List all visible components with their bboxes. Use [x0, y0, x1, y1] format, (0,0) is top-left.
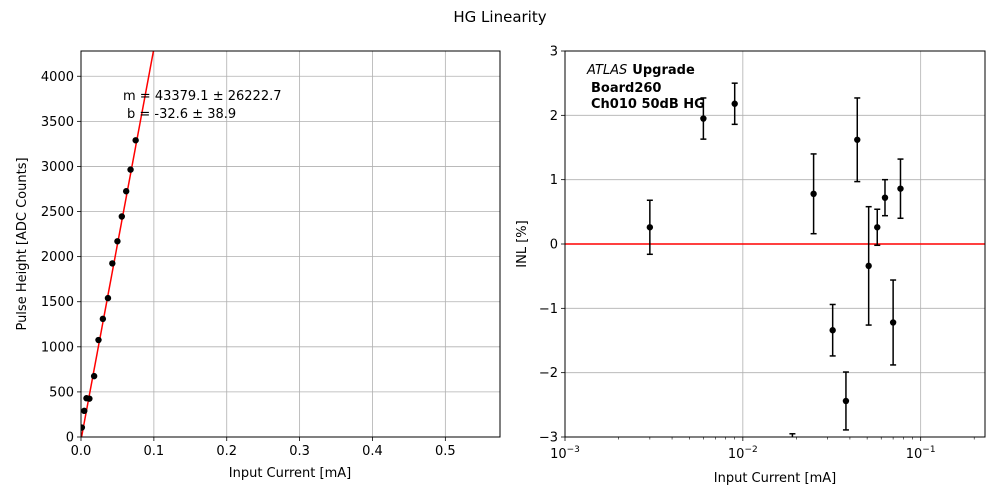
data-point	[109, 260, 116, 267]
left-grid	[80, 51, 500, 438]
inl-point	[829, 303, 836, 357]
tick-base: 10	[550, 447, 567, 462]
inl-point	[731, 82, 738, 126]
inl-point	[889, 279, 897, 366]
fit-line	[81, 51, 155, 437]
data-point	[86, 395, 93, 402]
left-y-tick-label: 3500	[41, 115, 74, 130]
data-point	[132, 137, 139, 144]
inl-point	[897, 158, 904, 220]
inl-point	[789, 433, 796, 437]
right-y-axis-label: INL [%]	[515, 220, 530, 267]
data-point	[118, 213, 126, 220]
data-point	[122, 188, 130, 195]
inl-point	[842, 371, 850, 431]
left-x-tick-label: 0.3	[289, 444, 310, 459]
left-x-tick-label: 0.2	[216, 444, 237, 459]
inl-point	[874, 208, 881, 247]
fit-intercept-annotation: b = -32.6 ± 38.9	[127, 107, 236, 122]
data-point	[865, 262, 872, 270]
data-point	[881, 194, 889, 201]
channel-label: Ch010 50dB HG	[591, 97, 705, 112]
data-point	[842, 397, 850, 405]
board-label: Board260	[591, 81, 661, 96]
right-plot-area	[565, 82, 985, 437]
right-y-tick-label: −3	[539, 431, 558, 446]
right-y-tick-label: 0	[550, 238, 558, 253]
inl-point	[646, 199, 654, 256]
left-ticks: 0.0 0.1 0.2 0.3 0.4 0.5 0 500 1000 1500 2000 2500 30…	[41, 70, 456, 459]
inl-point	[700, 97, 707, 140]
data-point	[90, 372, 98, 380]
data-point	[854, 136, 861, 143]
left-x-axis-label: Input Current [mA]	[229, 466, 351, 481]
data-point	[646, 224, 654, 231]
data-point	[81, 407, 88, 415]
right-x-tick-label: 10−1	[906, 445, 936, 462]
left-y-tick-label: 2000	[41, 250, 74, 265]
tick-base: 10	[728, 447, 745, 462]
left-x-tick-label: 0.5	[435, 444, 456, 459]
left-y-tick-label: 0	[66, 431, 74, 446]
tick-base: 10	[906, 447, 923, 462]
inl-point	[865, 205, 872, 326]
right-x-tick-label: 10−3	[550, 445, 580, 462]
left-y-tick-label: 1500	[41, 295, 74, 310]
right-y-tick-label: 1	[550, 173, 558, 188]
data-point	[127, 166, 134, 173]
left-y-tick-label: 2500	[41, 205, 74, 220]
right-y-tick-label: 3	[550, 45, 558, 60]
experiment-name: ATLAS	[586, 63, 627, 78]
data-point	[99, 315, 107, 323]
data-point	[810, 190, 817, 198]
left-y-tick-label: 1000	[41, 340, 74, 355]
data-point	[829, 327, 836, 334]
left-x-tick-label: 0.0	[71, 444, 92, 459]
right-y-tick-label: 2	[550, 109, 558, 124]
tick-exponent: −3	[567, 445, 580, 455]
left-x-tick-label: 0.1	[144, 444, 165, 459]
data-point	[700, 115, 707, 122]
right-y-tick-label: −1	[539, 302, 558, 317]
figure-title: HG Linearity	[453, 8, 546, 26]
left-x-tick-label: 0.4	[362, 444, 383, 459]
right-y-tick-label: −2	[539, 366, 558, 381]
right-axes-frame	[564, 50, 986, 438]
tick-exponent: −2	[744, 445, 757, 455]
left-y-tick-label: 500	[49, 385, 74, 400]
data-point	[95, 336, 102, 344]
experiment-upgrade: Upgrade	[632, 63, 695, 78]
data-point	[731, 100, 738, 107]
data-point	[104, 294, 112, 302]
inl-point	[854, 97, 861, 183]
data-point	[874, 224, 881, 231]
experiment-label: ATLAS Upgrade	[586, 63, 695, 78]
linearity-plot: 0.0 0.1 0.2 0.3 0.4 0.5 0 500 1000 1500 2000 2500 30…	[15, 50, 501, 481]
data-point	[114, 238, 121, 245]
fit-slope-annotation: m = 43379.1 ± 26222.7	[123, 89, 282, 104]
data-point	[897, 185, 904, 192]
left-plot-area	[81, 51, 155, 437]
left-y-tick-label: 3000	[41, 160, 74, 175]
left-y-axis-label: Pulse Height [ADC Counts]	[15, 157, 30, 330]
left-axes-frame	[80, 50, 501, 438]
inl-point	[881, 178, 889, 217]
data-point	[81, 424, 86, 431]
left-y-tick-label: 4000	[41, 70, 74, 85]
tick-exponent: −1	[922, 445, 935, 455]
inl-point	[810, 153, 817, 235]
right-x-tick-label: 10−2	[728, 445, 758, 462]
right-x-axis-label: Input Current [mA]	[714, 471, 836, 486]
data-point	[889, 319, 897, 326]
